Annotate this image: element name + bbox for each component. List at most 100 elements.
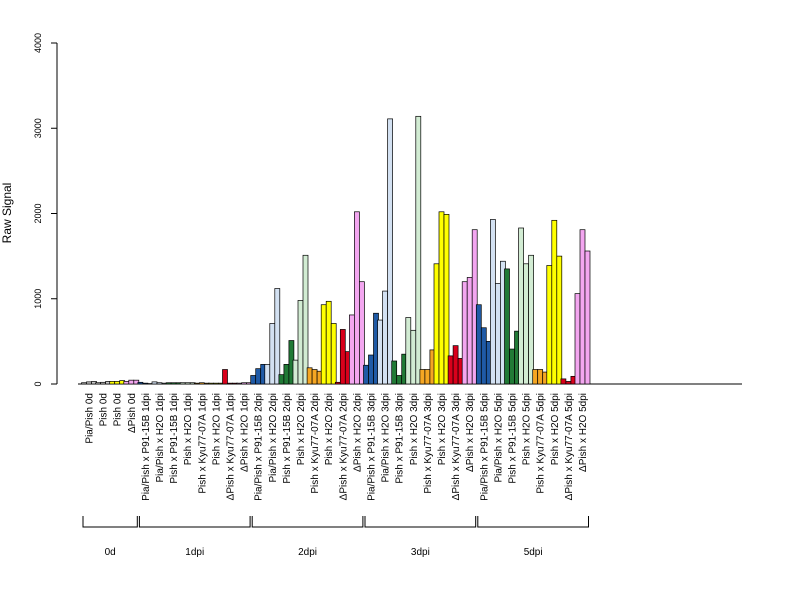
bar [114, 381, 121, 385]
bar [311, 369, 318, 385]
group-bracket [82, 516, 138, 528]
y-tick-label: 1000 [33, 289, 43, 309]
bar [509, 348, 515, 385]
bar [184, 382, 191, 385]
bar [128, 379, 135, 385]
bar [354, 211, 360, 385]
x-tick-label: ΔPish x Kyu77-07A 3dpi [451, 393, 462, 500]
bar [461, 281, 468, 385]
x-tick-label: ΔPish x H2O 3dpi [465, 393, 476, 472]
bar [302, 254, 309, 385]
x-tick-label: Pish x H2O 1dpi [183, 393, 194, 465]
x-tick-label: Pish 0d [113, 393, 124, 426]
bar [405, 317, 412, 385]
bar [213, 382, 219, 385]
bar [447, 355, 454, 385]
bar [551, 219, 558, 385]
bar [264, 364, 271, 385]
group-label: 2dpi [298, 547, 317, 558]
group-label: 5dpi [524, 547, 543, 558]
bar [475, 304, 482, 385]
x-tick-label: Pia/Pish x P91-15B 1dpi [141, 393, 152, 501]
bar [410, 329, 417, 385]
x-tick-label: Pish x Kyu77-07A 2dpi [310, 393, 321, 494]
group-bracket [477, 516, 589, 528]
bar [565, 381, 572, 385]
bar [523, 263, 529, 385]
x-tick-label: Pish x P91-15B 5dpi [508, 393, 519, 484]
group-bracket [251, 516, 364, 528]
x-tick-label: Pia/Pish x P91-15B 3dpi [367, 393, 378, 501]
bar [306, 367, 313, 385]
bar [584, 250, 591, 385]
x-tick-label: ΔPish x Kyu77-07A 2dpi [338, 393, 349, 500]
x-tick-label: Pish 0d [99, 393, 110, 426]
bar [255, 368, 262, 385]
bar [495, 283, 501, 385]
bar [532, 369, 539, 385]
bar [349, 314, 355, 385]
x-tick-label: Pish x H2O 3dpi [437, 393, 448, 465]
bar [419, 369, 426, 385]
x-tick-label: ΔPish x Kyu77-07A 1dpi [226, 393, 237, 500]
bar [518, 227, 524, 385]
bar [320, 304, 327, 385]
bar [292, 359, 299, 385]
x-tick-label: Pish x Kyu77-07A 3dpi [423, 393, 434, 494]
bar [452, 345, 459, 385]
bar [274, 288, 281, 385]
bar [250, 375, 257, 385]
bar [95, 382, 101, 385]
bar [574, 293, 581, 385]
bar [537, 369, 544, 385]
bar [387, 118, 393, 385]
x-tick-label: Pia/Pish 0d [85, 393, 96, 444]
y-tick-label: 4000 [33, 33, 43, 53]
bar [179, 382, 186, 385]
bar [433, 263, 440, 385]
bar [546, 265, 553, 385]
bar [334, 381, 341, 385]
bar [443, 214, 450, 385]
bar [579, 229, 586, 385]
x-tick-label: Pia/Pish x H2O 1dpi [155, 393, 166, 483]
group-label: 1dpi [185, 547, 204, 558]
group-bracket [364, 516, 477, 528]
bar [109, 381, 116, 385]
x-tick-label: Pia/Pish x H2O 5dpi [493, 393, 504, 483]
group-label: 3dpi [411, 547, 430, 558]
bar [339, 329, 346, 385]
bar [151, 381, 158, 385]
bar [504, 268, 510, 385]
bar [490, 219, 496, 385]
bar [165, 382, 172, 385]
bar [330, 323, 337, 385]
x-tick-label: Pish x Kyu77-07A 5dpi [536, 393, 547, 494]
x-tick-label: ΔPish x H2O 2dpi [352, 393, 363, 472]
x-tick-label: Pish x H2O 3dpi [409, 393, 420, 465]
x-tick-label: Pish x H2O 2dpi [324, 393, 335, 465]
bar [123, 381, 130, 385]
x-tick-label: Pish x H2O 5dpi [522, 393, 533, 465]
bar [269, 323, 276, 385]
bar [227, 382, 233, 385]
bar [325, 300, 332, 385]
bar [222, 369, 228, 385]
bar [86, 381, 92, 385]
bar [415, 115, 422, 385]
bar [170, 382, 177, 385]
x-tick-label: Pish x H2O 2dpi [296, 393, 307, 465]
x-tick-label: Pia/Pish x P91-15B 5dpi [479, 393, 490, 501]
bar [359, 281, 365, 385]
x-tick-label: Pia/Pish x H2O 2dpi [268, 393, 279, 483]
y-tick-label: 3000 [33, 118, 43, 138]
bar [142, 382, 149, 385]
bar [396, 375, 403, 385]
bar [424, 369, 431, 385]
bar [391, 360, 398, 385]
bar [377, 319, 383, 385]
bar [193, 382, 200, 385]
x-tick-label: Pia/Pish x H2O 3dpi [381, 393, 392, 483]
x-tick-label: Pish x P91-15B 1dpi [169, 393, 180, 484]
x-tick-label: Pia/Pish x P91-15B 2dpi [254, 393, 265, 501]
